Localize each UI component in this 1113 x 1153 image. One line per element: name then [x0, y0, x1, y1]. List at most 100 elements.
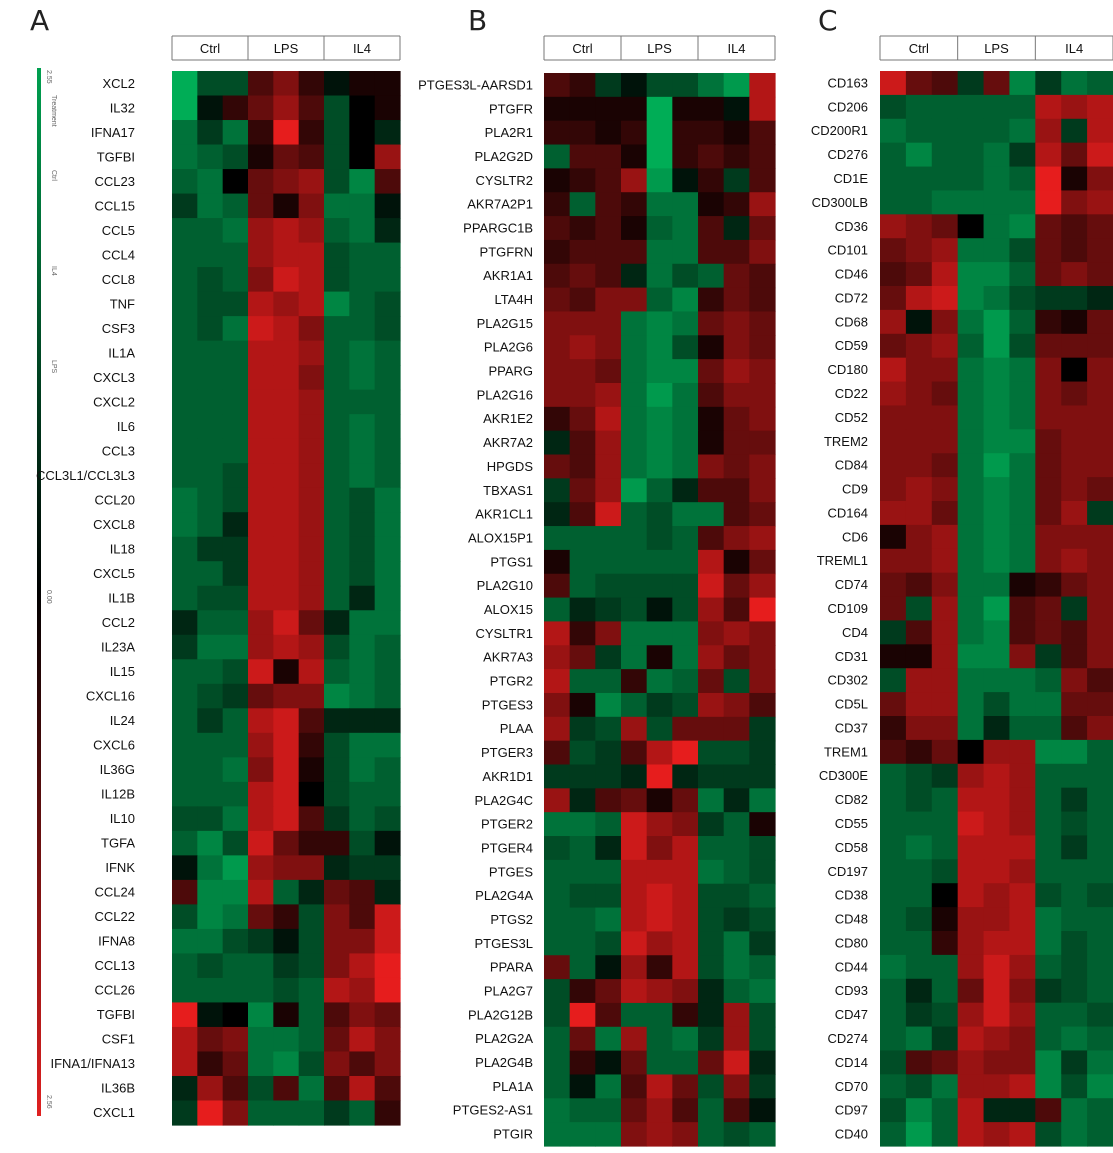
- heatmap-cell: [957, 835, 985, 860]
- heatmap-cell: [749, 359, 776, 384]
- heatmap-cell: [983, 716, 1011, 741]
- heatmap-cell: [957, 190, 985, 215]
- heatmap-cell: [749, 192, 776, 217]
- heatmap-cell: [1087, 811, 1113, 837]
- heatmap-cell: [298, 144, 325, 170]
- heatmap-cell: [957, 859, 985, 884]
- heatmap-cell: [723, 573, 750, 599]
- heatmap-cell: [172, 977, 198, 1004]
- heatmap-cell: [957, 931, 985, 956]
- heatmap-cell: [248, 904, 274, 930]
- heatmap-cell: [723, 1074, 750, 1099]
- heatmap-cell: [646, 883, 673, 909]
- heatmap-cell: [646, 979, 673, 1004]
- heatmap-cell: [273, 1026, 300, 1053]
- heatmap-cell: [749, 96, 776, 122]
- heatmap-cell: [595, 836, 622, 861]
- heatmap-cell: [544, 883, 571, 909]
- heatmap-cell: [172, 757, 198, 783]
- heatmap-cell: [569, 931, 596, 956]
- heatmap-cell: [931, 238, 959, 263]
- heatmap-cell: [1009, 1074, 1036, 1099]
- heatmap-cell: [905, 1002, 933, 1028]
- heatmap-cell: [646, 692, 673, 718]
- heatmap-cell: [374, 414, 401, 440]
- row-labels: XCL2 IL32 IFNA17 TGFBI CCL23 CCL15 CCL5 CCL4 CCL…: [36, 76, 135, 1120]
- heatmap-cell: [298, 634, 325, 660]
- heatmap-cell: [621, 597, 648, 623]
- heatmap-cell: [983, 71, 1011, 96]
- row-label: CCL20: [95, 492, 135, 507]
- row-label: CD302: [828, 673, 868, 688]
- heatmap-cell: [672, 1074, 699, 1099]
- heatmap-cell: [1087, 763, 1113, 789]
- heatmap-cell: [1061, 1122, 1088, 1147]
- heatmap-cell: [1035, 954, 1062, 980]
- heatmap-cell: [905, 357, 933, 383]
- heatmap-cell: [374, 610, 401, 636]
- legend-item-lps: LPS: [50, 360, 57, 374]
- heatmap-cell: [749, 430, 776, 456]
- heatmap-cell: [698, 621, 725, 646]
- heatmap-cell: [197, 659, 224, 685]
- heatmap-cell: [349, 193, 376, 219]
- heatmap-cell: [349, 218, 376, 244]
- heatmap-cell: [1035, 787, 1062, 813]
- panel-letter-b: B: [468, 4, 487, 37]
- heatmap-cell: [880, 381, 907, 407]
- heatmap-cell: [222, 683, 249, 709]
- heatmap-cell: [646, 216, 673, 241]
- heatmap-cell: [595, 859, 622, 885]
- heatmap-cell: [544, 859, 571, 885]
- heatmap-cell: [544, 573, 571, 599]
- heatmap-cell: [1087, 787, 1113, 813]
- heatmap-cell: [172, 267, 198, 293]
- heatmap-cell: [957, 763, 985, 789]
- heatmap-cell: [621, 621, 648, 646]
- group-label-lps: LPS: [274, 41, 299, 56]
- heatmap-cell: [273, 806, 300, 832]
- row-label: TREML1: [817, 553, 868, 568]
- heatmap-cell: [672, 382, 699, 408]
- heatmap-cell: [324, 389, 350, 415]
- heatmap-cell: [646, 526, 673, 551]
- heatmap-cell: [544, 216, 571, 241]
- heatmap-cell: [905, 381, 933, 407]
- heatmap-cell: [672, 812, 699, 837]
- heatmap-cell: [1009, 501, 1036, 526]
- heatmap-cell: [222, 218, 249, 244]
- heatmap-cell: [1035, 716, 1062, 741]
- heatmap-cell: [222, 365, 249, 391]
- heatmap-cell: [248, 879, 274, 905]
- heatmap-cell: [248, 683, 274, 709]
- heatmap-cell: [349, 732, 376, 758]
- heatmap-cell: [905, 572, 933, 598]
- heatmap-cell: [248, 1051, 274, 1077]
- heatmap-cell: [646, 740, 673, 766]
- heatmap-cell: [1035, 118, 1062, 144]
- heatmap-cell: [1035, 166, 1062, 192]
- heatmap-cell: [672, 526, 699, 551]
- heatmap-cell: [646, 764, 673, 789]
- heatmap-cell: [723, 216, 750, 241]
- row-label: CD6: [842, 529, 868, 544]
- heatmap-cell: [905, 94, 933, 120]
- heatmap-cell: [569, 216, 596, 241]
- heatmap-cell: [931, 739, 959, 765]
- heatmap-cell: [723, 1026, 750, 1052]
- heatmap-cell: [698, 1050, 725, 1076]
- heatmap-cell: [931, 954, 959, 980]
- heatmap-cell: [880, 262, 907, 287]
- heatmap-cell: [1009, 477, 1036, 502]
- heatmap-cell: [1061, 381, 1088, 407]
- heatmap-cell: [983, 620, 1011, 645]
- heatmap-cell: [1035, 668, 1062, 693]
- heatmap-cell: [749, 788, 776, 813]
- row-label: CCL3: [102, 443, 135, 458]
- heatmap-cell: [172, 193, 198, 219]
- heatmap-cell: [569, 645, 596, 670]
- heatmap-cell: [646, 502, 673, 527]
- row-label: CCL24: [95, 885, 135, 900]
- heatmap-cell: [1061, 954, 1088, 980]
- heatmap-cell: [1087, 1002, 1113, 1028]
